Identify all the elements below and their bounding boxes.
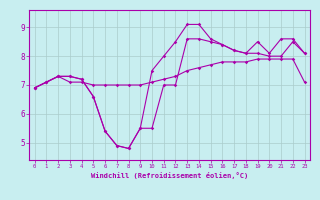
X-axis label: Windchill (Refroidissement éolien,°C): Windchill (Refroidissement éolien,°C): [91, 172, 248, 179]
